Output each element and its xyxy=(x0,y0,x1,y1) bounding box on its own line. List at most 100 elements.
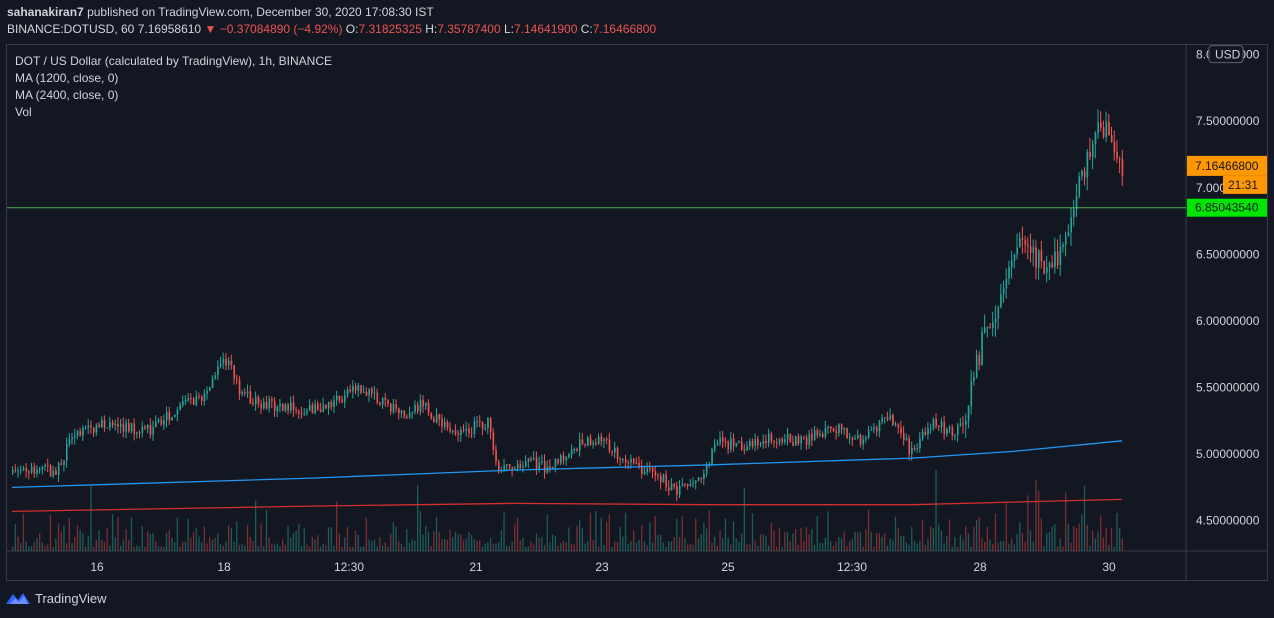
volume-bar xyxy=(519,540,521,551)
candle-body xyxy=(452,430,454,432)
volume-bar xyxy=(946,535,948,551)
volume-bar xyxy=(487,542,489,551)
candle-body xyxy=(462,429,465,431)
volume-bar xyxy=(1046,533,1048,551)
volume-bar xyxy=(527,546,529,551)
candle-body xyxy=(246,391,249,394)
volume-bar xyxy=(695,518,697,551)
candle-body xyxy=(1002,288,1005,295)
candle-body xyxy=(271,398,273,401)
candle-body xyxy=(311,404,314,414)
candle-body xyxy=(849,437,851,439)
author-name[interactable]: sahanakiran7 xyxy=(7,5,84,19)
candle-body xyxy=(792,442,794,446)
volume-bar xyxy=(22,513,25,551)
volume-bar xyxy=(830,541,832,551)
volume-bar xyxy=(1121,538,1123,551)
candle-body xyxy=(103,420,106,428)
candle-body xyxy=(716,442,719,445)
candle-body xyxy=(82,427,84,436)
candle-body xyxy=(503,465,505,471)
volume-bar xyxy=(832,545,835,551)
volume-bar xyxy=(633,530,635,551)
candle-body xyxy=(171,417,173,421)
volume-bar xyxy=(970,546,972,551)
volume-bar xyxy=(630,541,632,551)
legend-volume[interactable]: Vol xyxy=(15,105,32,119)
tradingview-logo[interactable]: TradingView xyxy=(6,590,107,606)
volume-bar xyxy=(565,542,567,551)
volume-bar xyxy=(217,532,219,551)
candle-body xyxy=(330,402,333,408)
candle-body xyxy=(74,435,76,438)
volume-bar xyxy=(103,541,106,551)
candle-body xyxy=(894,424,897,426)
volume-bar xyxy=(128,539,130,551)
close-value: 7.16466800 xyxy=(592,22,657,36)
volume-bar xyxy=(1116,512,1118,551)
candle-body xyxy=(984,327,986,333)
volume-bar xyxy=(1008,543,1010,551)
currency-badge[interactable] xyxy=(1208,45,1244,64)
volume-bar xyxy=(951,546,953,551)
volume-bar xyxy=(649,522,651,551)
volume-bar xyxy=(581,528,583,551)
volume-bar xyxy=(1043,546,1045,551)
volume-bar xyxy=(381,545,384,551)
candle-body xyxy=(549,466,551,470)
volume-bar xyxy=(849,541,851,551)
volume-bar xyxy=(884,533,886,551)
candle-body xyxy=(47,464,49,466)
volume-bar xyxy=(484,543,486,551)
volume-bar xyxy=(249,536,251,551)
candle-body xyxy=(363,391,365,393)
candle-body xyxy=(322,404,325,412)
volume-bar xyxy=(311,536,313,551)
candle-body xyxy=(930,428,932,430)
candle-body xyxy=(1121,159,1124,177)
candle-body xyxy=(66,443,68,461)
legend-title[interactable]: DOT / US Dollar (calculated by TradingVi… xyxy=(15,54,333,68)
volume-bar xyxy=(106,527,108,551)
candle-body xyxy=(120,424,122,427)
candle-body xyxy=(1083,170,1086,178)
volume-bar xyxy=(846,546,848,551)
volume-bar xyxy=(957,546,959,551)
volume-bar xyxy=(12,546,14,551)
candle-body xyxy=(665,474,667,488)
volume-bar xyxy=(179,546,181,551)
volume-bar xyxy=(157,546,160,551)
volume-bar xyxy=(1011,538,1013,551)
candle-body xyxy=(68,439,71,444)
candle-body xyxy=(789,433,792,443)
candle-body xyxy=(994,318,997,323)
candle-body xyxy=(724,441,727,443)
volume-bar xyxy=(230,528,232,551)
volume-bar xyxy=(1024,541,1026,551)
legend-ma-1200[interactable]: MA (1200, close, 0) xyxy=(15,71,119,85)
candle-body xyxy=(111,422,114,426)
candle-body xyxy=(387,400,389,404)
volume-bar xyxy=(41,542,43,551)
volume-bar xyxy=(981,537,983,551)
candle-body xyxy=(1062,244,1064,247)
candle-body xyxy=(776,442,778,444)
candle-body xyxy=(795,436,797,446)
volume-bar xyxy=(365,517,367,551)
candle-body xyxy=(754,438,757,447)
volume-bar xyxy=(238,545,241,551)
candle-body xyxy=(160,419,163,425)
volume-bar xyxy=(714,536,716,551)
candle-body xyxy=(138,432,141,434)
legend-ma-2400[interactable]: MA (2400, close, 0) xyxy=(15,88,119,102)
candle-body xyxy=(600,436,603,442)
volume-bar xyxy=(171,537,173,551)
candle-body xyxy=(327,402,330,409)
volume-bar xyxy=(546,514,548,551)
candle-body xyxy=(252,403,254,405)
volume-bar xyxy=(743,487,745,551)
candle-body xyxy=(935,419,937,427)
volume-bar xyxy=(130,517,133,551)
candle-body xyxy=(697,477,700,481)
